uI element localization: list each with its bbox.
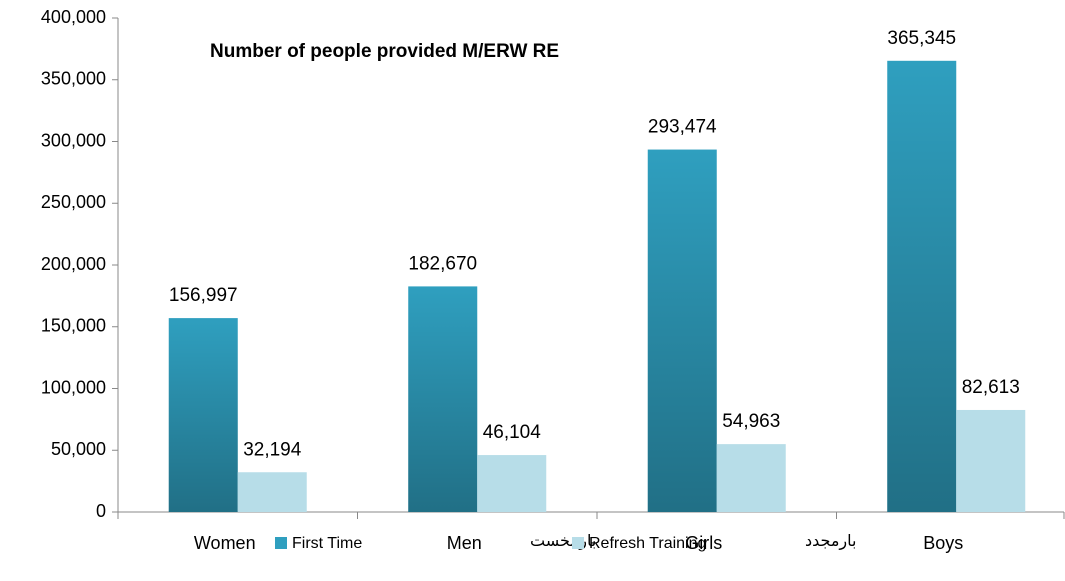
x-tick-label: Men	[447, 533, 482, 553]
y-tick-label: 50,000	[51, 439, 106, 459]
legend-swatch	[275, 537, 287, 549]
data-label: 293,474	[648, 117, 717, 138]
bar-shade	[647, 149, 717, 512]
y-tick-label: 200,000	[41, 254, 106, 274]
y-tick-label: 300,000	[41, 130, 106, 150]
x-tick-label: Boys	[923, 533, 963, 553]
data-label: 32,194	[243, 439, 302, 460]
y-tick-label: 250,000	[41, 192, 106, 212]
y-tick-label: 400,000	[41, 7, 106, 27]
bar	[237, 472, 307, 512]
x-tick-label: Girls	[685, 533, 722, 553]
legend-label-fa: بار نخست	[530, 533, 596, 551]
y-tick-label: 150,000	[41, 316, 106, 336]
bar	[956, 409, 1026, 512]
data-label: 46,104	[483, 422, 542, 443]
y-tick-label: 0	[96, 501, 106, 521]
bar-shade	[168, 318, 238, 512]
chart-title: Number of people provided M/ERW RE	[210, 41, 559, 62]
bar-shade	[408, 286, 478, 512]
y-tick-label: 350,000	[41, 69, 106, 89]
bar	[477, 455, 547, 512]
data-label: 54,963	[722, 411, 780, 432]
bar-shade	[887, 60, 957, 513]
bar	[716, 444, 786, 512]
legend-label-fa: بارمجدد	[805, 533, 856, 551]
legend-swatch	[572, 537, 584, 549]
data-label: 82,613	[962, 377, 1020, 398]
legend-label: Refresh Training	[589, 535, 706, 552]
data-label: 156,997	[169, 285, 238, 306]
data-label: 182,670	[408, 253, 477, 274]
legend-label: First Time	[292, 535, 362, 552]
data-label: 365,345	[887, 28, 956, 49]
y-tick-label: 100,000	[41, 377, 106, 397]
x-tick-label: Women	[194, 533, 256, 553]
